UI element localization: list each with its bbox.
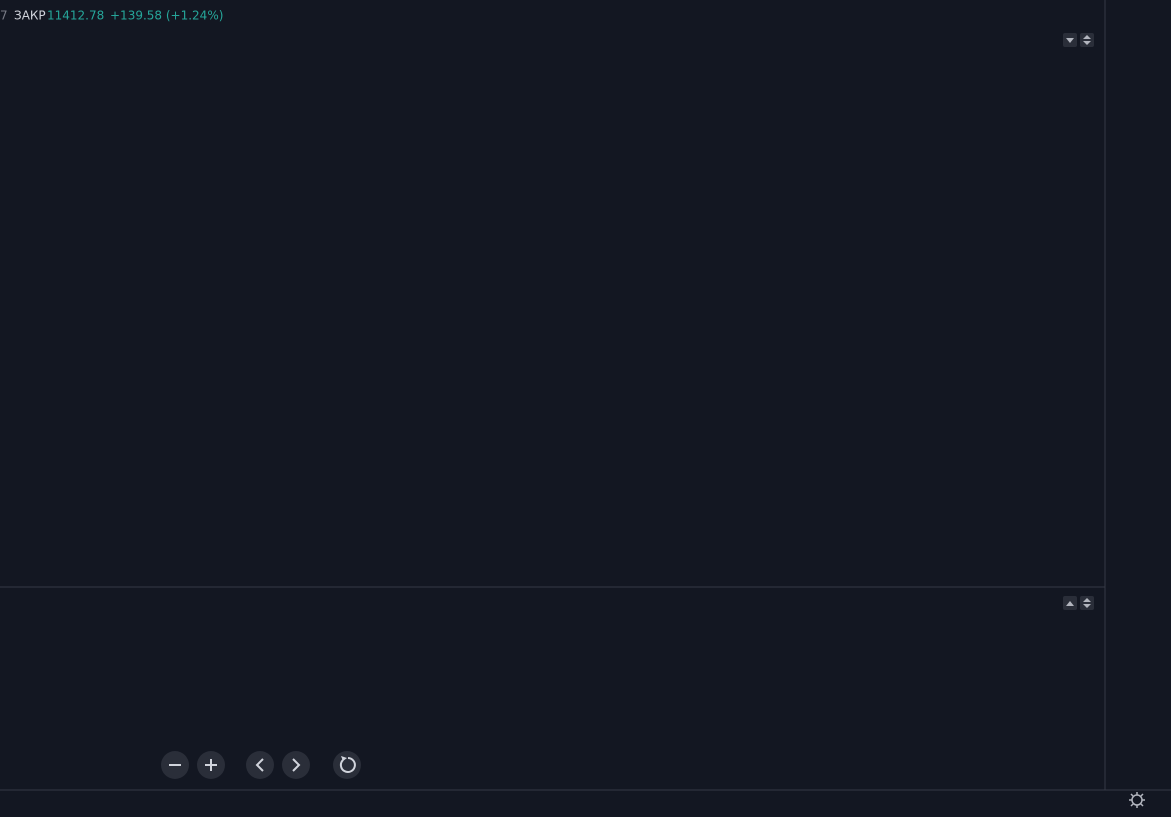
scroll-left-button[interactable]: [246, 751, 274, 779]
scroll-right-button[interactable]: [282, 751, 310, 779]
header-label: ЗАКР: [14, 9, 46, 23]
pane-updown-button[interactable]: [1080, 33, 1094, 47]
header-prefix: 7: [0, 9, 8, 23]
pane-updown-button[interactable]: [1080, 596, 1094, 610]
zoom-in-button[interactable]: [197, 751, 225, 779]
header-change: +139.58 (+1.24%): [110, 9, 223, 23]
pane-down-button[interactable]: [1063, 33, 1077, 47]
zoom-out-button[interactable]: [161, 751, 189, 779]
header-close: 11412.78: [47, 9, 104, 23]
settings-button[interactable]: [1129, 792, 1145, 808]
pane-up-button[interactable]: [1063, 596, 1077, 610]
reset-button[interactable]: [333, 751, 361, 779]
